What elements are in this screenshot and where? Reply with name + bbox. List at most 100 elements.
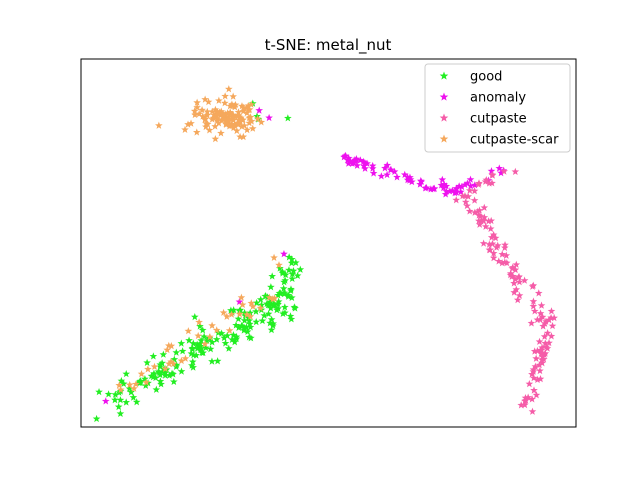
data-point-cutpaste [487, 216, 495, 225]
data-point-cutpaste-scar [229, 111, 237, 119]
data-point-anomaly [360, 161, 368, 170]
data-point-cutpaste [533, 346, 542, 355]
data-point-good [270, 300, 279, 309]
data-point-cutpaste [515, 278, 524, 286]
data-point-cutpaste-scar [217, 111, 225, 119]
data-point-cutpaste-scar [270, 253, 278, 261]
data-point-cutpaste-scar [237, 113, 245, 122]
data-point-cutpaste [489, 254, 498, 262]
data-point-good [221, 339, 230, 347]
data-point-good [279, 309, 287, 317]
data-point-good [155, 368, 164, 377]
data-point-anomaly [383, 170, 391, 179]
data-point-cutpaste-scar [181, 125, 189, 133]
data-point-anomaly [439, 183, 448, 192]
data-point-good [223, 331, 232, 339]
data-point-good [212, 335, 221, 343]
data-point-good [292, 258, 300, 267]
data-point-anomaly [495, 164, 504, 172]
data-point-good [196, 339, 205, 347]
data-point-good [252, 307, 260, 315]
data-point-cutpaste [529, 302, 538, 310]
data-point-cutpaste [493, 241, 502, 249]
data-point-cutpaste-scar [195, 110, 203, 118]
data-point-good [114, 402, 123, 411]
data-point-cutpaste-scar [239, 132, 248, 141]
data-point-cutpaste [473, 207, 482, 216]
data-point-anomaly [463, 179, 472, 187]
data-point-cutpaste [530, 347, 539, 355]
data-point-anomaly [390, 167, 399, 175]
data-point-cutpaste-scar [211, 122, 219, 130]
data-point-good [280, 278, 288, 286]
data-point-good [281, 276, 289, 284]
data-point-cutpaste [528, 395, 536, 403]
data-point-good [208, 338, 216, 346]
data-point-cutpaste [511, 167, 520, 176]
data-point-good [119, 379, 128, 388]
data-point-cutpaste [485, 179, 494, 187]
data-point-cutpaste [484, 217, 493, 225]
series-good [92, 99, 305, 423]
data-point-good [245, 316, 253, 324]
data-point-cutpaste-scar [213, 116, 222, 125]
data-point-cutpaste-scar [116, 385, 125, 394]
data-point-good [264, 301, 272, 309]
data-point-cutpaste-scar [132, 380, 140, 388]
data-point-cutpaste [511, 265, 520, 274]
data-point-cutpaste-scar [242, 103, 251, 112]
data-point-cutpaste [521, 401, 529, 409]
data-point-anomaly [452, 184, 461, 192]
data-point-anomaly [381, 164, 389, 172]
data-point-good [256, 295, 265, 303]
data-point-good [288, 270, 297, 278]
data-point-cutpaste-scar [209, 114, 218, 122]
data-point-good [252, 318, 261, 326]
data-point-cutpaste-scar [115, 381, 123, 389]
data-point-cutpaste [524, 393, 532, 401]
data-point-good [234, 323, 243, 331]
data-point-cutpaste [536, 315, 544, 323]
data-point-cutpaste-scar [193, 98, 201, 106]
data-point-cutpaste [550, 313, 558, 322]
data-point-cutpaste [538, 359, 546, 367]
data-point-good [238, 322, 247, 330]
data-point-cutpaste [521, 393, 530, 402]
data-point-cutpaste [479, 239, 488, 247]
data-point-cutpaste-scar [275, 261, 283, 269]
data-point-cutpaste-scar [125, 380, 134, 389]
data-point-good [274, 297, 283, 305]
data-point-cutpaste [470, 196, 479, 204]
data-point-cutpaste [485, 240, 494, 248]
data-point-good [177, 339, 186, 347]
data-point-cutpaste [511, 275, 519, 283]
data-point-cutpaste-scar [184, 120, 192, 128]
data-point-good [189, 351, 198, 359]
data-point-good [240, 316, 249, 324]
data-point-good [154, 367, 163, 375]
data-point-cutpaste-scar [237, 293, 246, 301]
data-point-anomaly [368, 164, 377, 172]
data-point-cutpaste-scar [238, 300, 247, 309]
data-point-cutpaste-scar [245, 105, 254, 113]
data-point-good [116, 396, 125, 404]
data-point-cutpaste [541, 349, 550, 357]
data-point-cutpaste [500, 243, 509, 252]
data-point-cutpaste [498, 259, 506, 267]
data-point-good [198, 348, 206, 357]
data-point-anomaly [383, 161, 392, 169]
data-point-good [240, 308, 249, 317]
data-point-good [266, 304, 275, 312]
data-point-cutpaste-scar [247, 100, 255, 108]
data-point-cutpaste [481, 177, 490, 185]
data-point-cutpaste [533, 375, 542, 384]
data-point-good [127, 388, 135, 396]
data-point-cutpaste [515, 291, 524, 299]
data-point-good [241, 311, 250, 319]
data-point-good [293, 271, 302, 279]
data-point-cutpaste-scar [269, 295, 277, 303]
data-point-anomaly [497, 169, 505, 177]
legend-label-cutpaste: cutpaste [470, 112, 527, 127]
data-point-cutpaste-scar [235, 116, 243, 124]
data-point-cutpaste [530, 386, 538, 394]
